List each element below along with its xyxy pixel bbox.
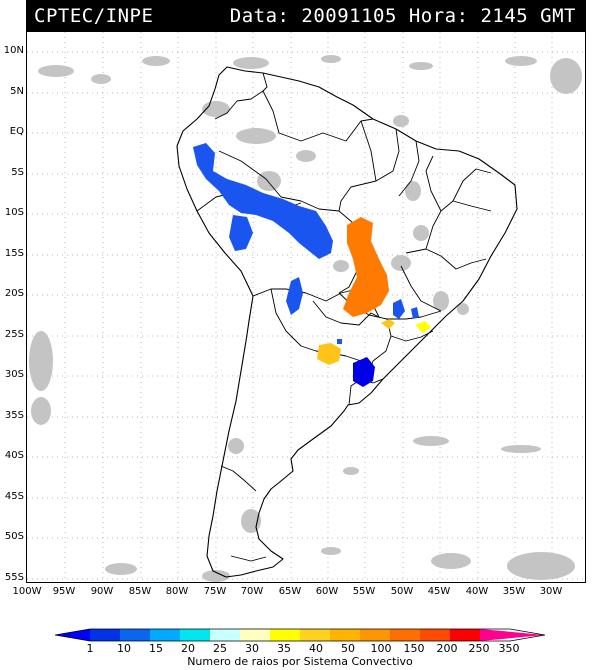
- date-time-label: Data: 20091105 Hora: 2145 GMT: [229, 5, 576, 27]
- lon-label: 80W: [165, 586, 189, 597]
- legend-color-11: [390, 629, 420, 641]
- lightning-clusters: [193, 143, 431, 387]
- lat-label: 35S: [4, 410, 24, 421]
- lat-label: EQ: [9, 126, 24, 137]
- lat-label: 15S: [4, 248, 24, 259]
- legend-color-1: [90, 629, 120, 641]
- lon-label: 50W: [390, 586, 414, 597]
- legend-color-4: [180, 629, 210, 641]
- legend-tick: 200: [436, 642, 458, 655]
- cluster-bright-yellow: [415, 321, 431, 333]
- legend-tick: 35: [277, 642, 291, 655]
- legend-color-9: [330, 629, 360, 641]
- lat-label: 40S: [4, 450, 24, 461]
- legend-tick: 150: [403, 642, 425, 655]
- legend-color-6: [240, 629, 270, 641]
- legend-color-8: [300, 629, 330, 641]
- cluster-dark-blue: [353, 357, 375, 387]
- lat-label: 10S: [4, 207, 24, 218]
- lon-label: 60W: [315, 586, 339, 597]
- lat-label: 50S: [4, 531, 24, 542]
- cluster-yellow: [317, 319, 395, 365]
- legend-tick: 350: [498, 642, 520, 655]
- country-borders: [196, 72, 492, 562]
- lon-label: 75W: [203, 586, 227, 597]
- lat-label: 5N: [10, 86, 24, 97]
- legend-color-13: [450, 629, 480, 641]
- legend-caption: Numero de raios por Sistema Convectivo: [187, 655, 413, 668]
- legend-tick: 30: [245, 642, 259, 655]
- color-legend-bar: [55, 628, 545, 642]
- legend-tick: 250: [468, 642, 490, 655]
- legend-color-5: [210, 629, 240, 641]
- lon-label: 90W: [90, 586, 114, 597]
- legend-color-14: [480, 629, 545, 641]
- coastline: [176, 66, 518, 578]
- lon-label: 30W: [539, 586, 563, 597]
- legend-color-10: [360, 629, 390, 641]
- lat-label: 55S: [4, 572, 24, 583]
- legend-tick: 40: [309, 642, 323, 655]
- lat-label: 20S: [4, 288, 24, 299]
- legend-color-2: [120, 629, 150, 641]
- cluster-blue-small: [337, 299, 419, 344]
- cloud-cover: [29, 55, 582, 582]
- map-header: CPTEC/INPE Data: 20091105 Hora: 2145 GMT: [26, 0, 586, 31]
- lat-label: 5S: [11, 167, 24, 178]
- legend-color-3: [150, 629, 180, 641]
- lon-label: 40W: [465, 586, 489, 597]
- legend-tick: 100: [370, 642, 392, 655]
- source-label: CPTEC/INPE: [34, 5, 154, 27]
- map-canvas: [27, 32, 585, 582]
- cluster-orange: [343, 217, 389, 317]
- lon-label: 45W: [427, 586, 451, 597]
- legend-color-12: [420, 629, 450, 641]
- legend-tick: 20: [181, 642, 195, 655]
- lat-label: 25S: [4, 329, 24, 340]
- legend-tick: 50: [341, 642, 355, 655]
- legend-color-0: [55, 629, 90, 641]
- lat-label: 10N: [3, 45, 24, 56]
- lat-label: 30S: [4, 369, 24, 380]
- lon-label: 65W: [278, 586, 302, 597]
- lon-label: 85W: [128, 586, 152, 597]
- lat-label: 45S: [4, 491, 24, 502]
- lon-label: 100W: [12, 586, 42, 597]
- lon-label: 35W: [502, 586, 526, 597]
- lat-lon-grid: [27, 32, 585, 582]
- legend-tick: 15: [149, 642, 163, 655]
- legend-tick: 25: [213, 642, 227, 655]
- lon-label: 55W: [352, 586, 376, 597]
- legend-color-7: [270, 629, 300, 641]
- lon-label: 70W: [240, 586, 264, 597]
- legend-tick: 10: [117, 642, 131, 655]
- legend-tick: 1: [86, 642, 94, 655]
- cluster-blue-amazon: [193, 143, 333, 315]
- lightning-map: [26, 31, 586, 583]
- lon-label: 95W: [52, 586, 76, 597]
